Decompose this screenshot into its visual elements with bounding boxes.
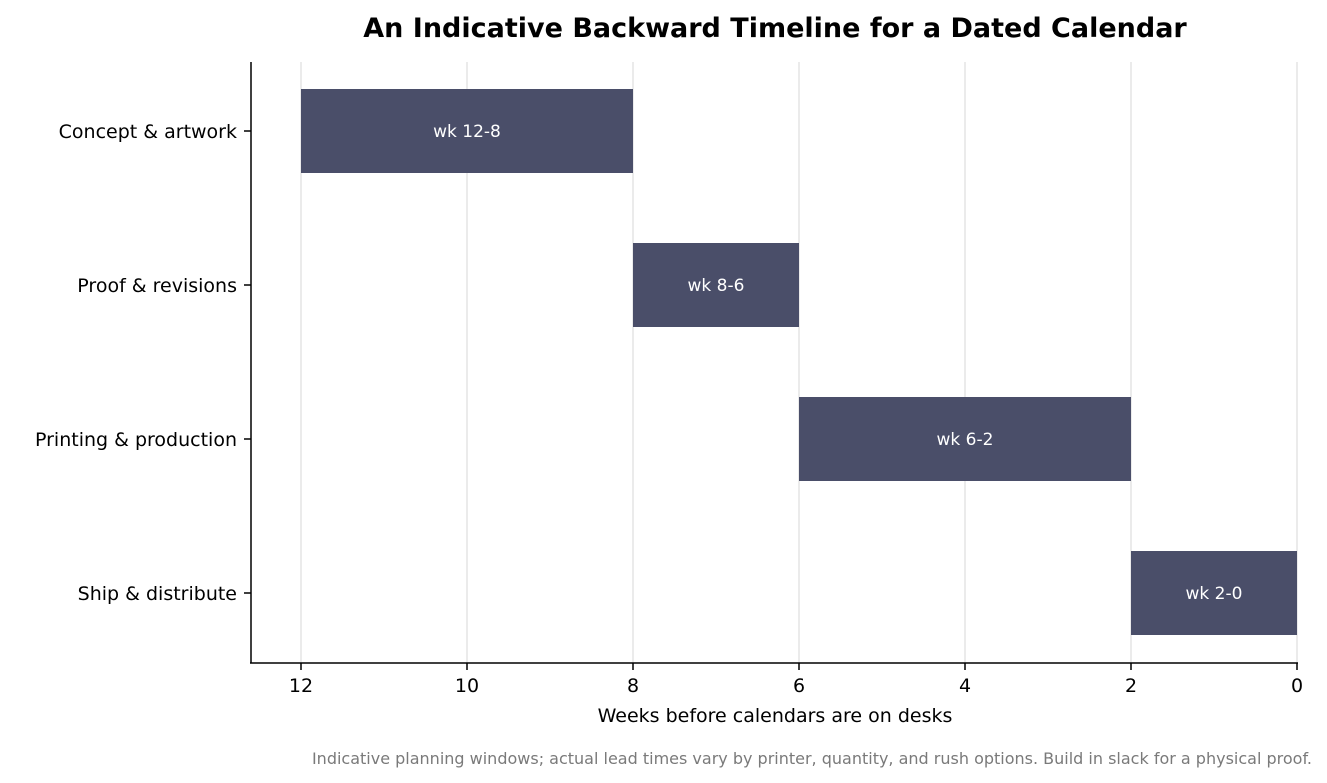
y-tick-label: Printing & production — [35, 429, 237, 451]
x-tick-label: 12 — [289, 675, 313, 697]
x-tick-label: 4 — [959, 675, 971, 697]
task-bar — [1131, 551, 1297, 635]
x-tick-label: 10 — [455, 675, 479, 697]
chart-title: An Indicative Backward Timeline for a Da… — [363, 13, 1187, 44]
x-tick-label: 6 — [793, 675, 805, 697]
task-bar — [301, 89, 633, 173]
bar-label: wk 8-6 — [688, 276, 745, 296]
task-bar — [633, 243, 799, 327]
bar-label: wk 12-8 — [433, 122, 501, 142]
x-tick-label: 2 — [1125, 675, 1137, 697]
x-tick-label: 8 — [627, 675, 639, 697]
y-tick-label: Concept & artwork — [59, 121, 237, 143]
task-bar — [799, 397, 1131, 481]
bar-label: wk 6-2 — [937, 430, 994, 450]
y-tick-label: Ship & distribute — [78, 583, 237, 605]
y-ticks: Concept & artwork Proof & revisions Printi… — [35, 121, 251, 605]
bar-label: wk 2-0 — [1186, 584, 1243, 604]
x-axis-title: Weeks before calendars are on desks — [598, 705, 953, 727]
bars-group: wk 12-8 wk 8-6 wk 6-2 wk 2-0 — [301, 89, 1297, 635]
x-tick-label: 0 — [1291, 675, 1303, 697]
y-tick-label: Proof & revisions — [77, 275, 237, 297]
footnote: Indicative planning windows; actual lead… — [312, 749, 1312, 768]
x-ticks: 12 10 8 6 4 2 0 — [289, 663, 1303, 697]
